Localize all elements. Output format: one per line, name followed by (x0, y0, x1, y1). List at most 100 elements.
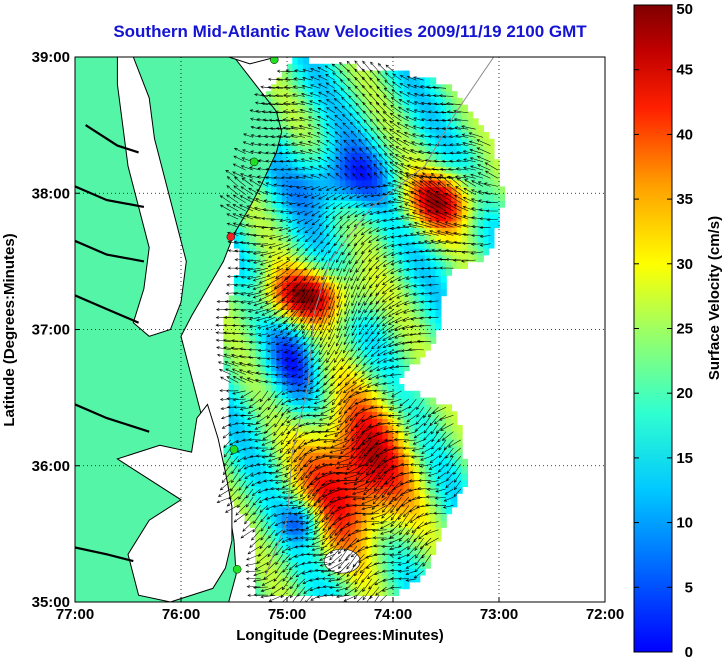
velocity-cell (419, 200, 426, 208)
velocity-cell (287, 370, 294, 378)
velocity-cell (366, 540, 373, 549)
velocity-cell (414, 288, 421, 297)
velocity-cell (355, 97, 362, 106)
velocity-cell (329, 145, 336, 154)
velocity-cell (361, 254, 368, 263)
velocity-cell (461, 206, 468, 215)
velocity-cell (424, 254, 431, 263)
velocity-cell (366, 193, 373, 201)
velocity-cell (408, 356, 415, 365)
velocity-cell (350, 540, 357, 549)
velocity-cell (419, 104, 426, 113)
velocity-cell (334, 295, 341, 303)
velocity-cell (477, 166, 484, 174)
velocity-cell (451, 465, 458, 474)
velocity-cell (302, 336, 309, 344)
velocity-cell (419, 275, 426, 283)
velocity-cell (355, 145, 362, 154)
velocity-cell (419, 493, 426, 501)
velocity-cell (255, 247, 262, 256)
velocity-cell (393, 349, 400, 358)
velocity-cell (271, 533, 278, 542)
velocity-cell (276, 547, 283, 556)
velocity-cell (355, 288, 362, 297)
velocity-cell (408, 458, 415, 467)
velocity-cell (265, 288, 272, 297)
velocity-cell (366, 506, 373, 515)
velocity-cell (483, 131, 490, 140)
velocity-cell (424, 315, 431, 324)
velocity-cell (440, 234, 447, 242)
velocity-cell (239, 349, 246, 358)
velocity-cell (435, 275, 442, 283)
velocity-cell (403, 336, 410, 344)
velocity-cell (228, 315, 235, 324)
velocity-cell (382, 527, 389, 535)
velocity-cell (371, 356, 378, 365)
velocity-cell (371, 445, 378, 453)
velocity-cell (260, 506, 267, 515)
velocity-cell (366, 465, 373, 474)
velocity-cell (446, 200, 453, 208)
velocity-cell (249, 384, 256, 392)
velocity-cell (249, 397, 256, 406)
velocity-cell (377, 438, 384, 447)
station-markers (226, 57, 279, 574)
velocity-cell (451, 159, 458, 167)
velocity-cell (276, 111, 283, 120)
velocity-cell (377, 206, 384, 215)
velocity-cell (324, 418, 331, 426)
velocity-cell (345, 206, 352, 215)
velocity-cell (393, 438, 400, 447)
velocity-cell (265, 390, 272, 399)
velocity-cell (249, 315, 256, 324)
velocity-cell (366, 472, 373, 481)
velocity-cell (387, 540, 394, 549)
velocity-cell (340, 227, 347, 235)
velocity-cell (387, 166, 394, 174)
velocity-cell (318, 234, 325, 242)
velocity-cell (355, 70, 362, 79)
velocity-cell (382, 370, 389, 378)
velocity-cell (292, 193, 299, 201)
velocity-cell (435, 309, 442, 317)
velocity-cell (382, 377, 389, 385)
velocity-cell (239, 363, 246, 372)
velocity-cell (276, 288, 283, 297)
velocity-cell (366, 77, 373, 85)
velocity-cell (334, 384, 341, 392)
velocity-cell (424, 193, 431, 201)
velocity-cell (446, 431, 453, 440)
velocity-cell (265, 513, 272, 521)
velocity-cell (430, 458, 437, 467)
velocity-cell (329, 384, 336, 392)
velocity-cell (334, 438, 341, 447)
velocity-cell (318, 193, 325, 201)
velocity-cell (371, 240, 378, 249)
velocity-cell (281, 240, 288, 249)
velocity-cell (393, 145, 400, 154)
station-marker (270, 57, 279, 64)
velocity-cell (318, 302, 325, 310)
velocity-cell (313, 172, 320, 181)
velocity-cell (297, 275, 304, 283)
velocity-cell (276, 588, 283, 596)
velocity-cell (414, 186, 421, 194)
velocity-cell (414, 240, 421, 249)
velocity-cell (329, 159, 336, 167)
velocity-cell (271, 486, 278, 494)
velocity-cell (329, 390, 336, 399)
velocity-cell (419, 220, 426, 229)
velocity-cell (260, 343, 267, 351)
velocity-cell (324, 200, 331, 208)
velocity-cell (249, 458, 256, 467)
velocity-cell (393, 370, 400, 378)
velocity-cell (461, 227, 468, 235)
velocity-cell (451, 138, 458, 147)
colorbar-tick-label: 0 (685, 644, 693, 659)
velocity-cell (281, 588, 288, 596)
velocity-cell (483, 200, 490, 208)
velocity-cell (366, 349, 373, 358)
velocity-cell (329, 356, 336, 365)
velocity-cell (234, 418, 241, 426)
